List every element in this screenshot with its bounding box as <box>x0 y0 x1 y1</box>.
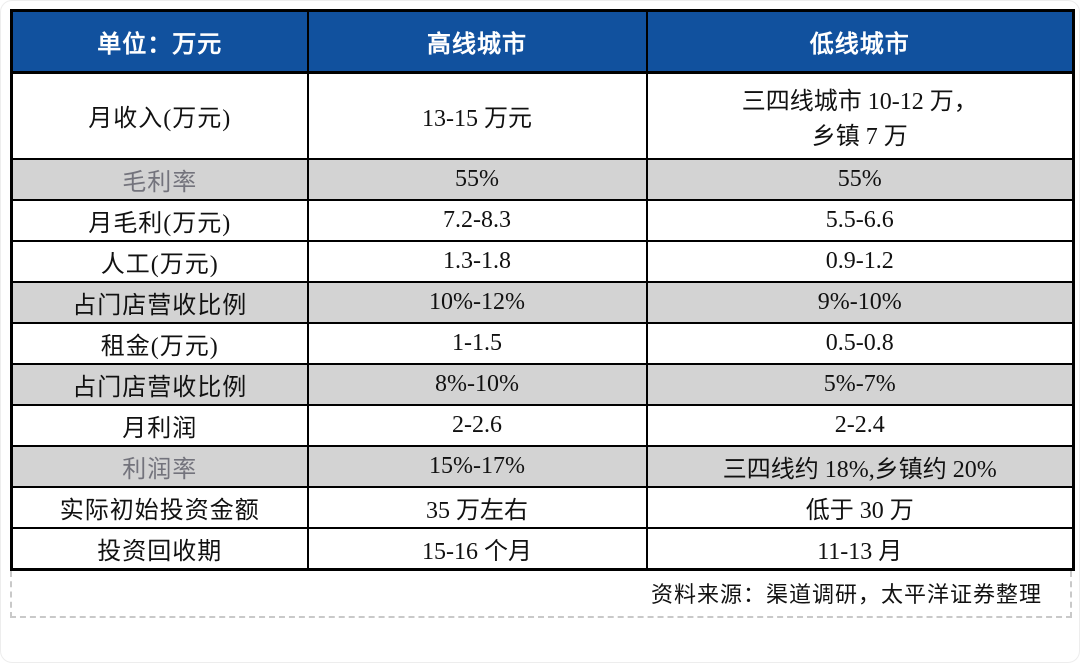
table-row-monthly-gross-profit: 月毛利(万元) 7.2-8.3 5.5-6.6 <box>10 198 1075 242</box>
table-row-rent-pct-of-revenue: 占门店营收比例 8%-10% 5%-7% <box>10 362 1075 406</box>
row-value-low-tier: 2-2.4 <box>645 403 1075 447</box>
row-label: 毛利率 <box>10 157 309 201</box>
row-value-low-tier: 5%-7% <box>645 362 1075 406</box>
table-row-initial-investment: 实际初始投资金额 35 万左右 低于 30 万 <box>10 485 1075 529</box>
table-row-labor-pct-of-revenue: 占门店营收比例 10%-12% 9%-10% <box>10 280 1075 324</box>
row-label: 实际初始投资金额 <box>10 485 309 529</box>
header-unit-label: 单位：万元 <box>10 9 309 74</box>
row-value-high-tier: 10%-12% <box>306 280 648 324</box>
row-label: 占门店营收比例 <box>10 362 309 406</box>
row-label: 人工(万元) <box>10 239 309 283</box>
row-value-low-tier: 9%-10% <box>645 280 1075 324</box>
table-row-payback-period: 投资回收期 15-16 个月 11-13 月 <box>10 526 1075 570</box>
row-value-low-tier: 低于 30 万 <box>645 485 1075 529</box>
row-value-low-tier: 5.5-6.6 <box>645 198 1075 242</box>
table-row-gross-margin: 毛利率 55% 55% <box>10 157 1075 201</box>
row-value-high-tier: 15%-17% <box>306 444 648 488</box>
source-note: 资料来源：渠道调研，太平洋证券整理 <box>650 582 1042 607</box>
row-value-high-tier: 2-2.6 <box>306 403 648 447</box>
row-value-high-tier: 1-1.5 <box>306 321 648 365</box>
table-row-monthly-revenue: 月收入(万元) 13-15 万元 三四线城市 10-12 万， 乡镇 7 万 <box>10 71 1075 160</box>
row-label: 月收入(万元) <box>10 71 309 160</box>
row-value-low-tier: 55% <box>645 157 1075 201</box>
row-value-high-tier: 15-16 个月 <box>306 526 648 570</box>
row-value-high-tier: 55% <box>306 157 648 201</box>
row-value-low-tier: 0.5-0.8 <box>645 321 1075 365</box>
source-note-row: 资料来源：渠道调研，太平洋证券整理 <box>10 570 1072 618</box>
row-label: 投资回收期 <box>10 526 309 570</box>
row-value-low-tier: 三四线城市 10-12 万， 乡镇 7 万 <box>645 71 1075 160</box>
table-row-labor-cost: 人工(万元) 1.3-1.8 0.9-1.2 <box>10 239 1075 283</box>
row-label: 月利润 <box>10 403 309 447</box>
row-value-high-tier: 1.3-1.8 <box>306 239 648 283</box>
row-value-high-tier: 13-15 万元 <box>306 71 648 160</box>
row-value-low-tier: 11-13 月 <box>645 526 1075 570</box>
store-economics-comparison-table: 单位：万元 高线城市 低线城市 月收入(万元) 13-15 万元 三四线城市 1… <box>10 9 1075 571</box>
table-header-row: 单位：万元 高线城市 低线城市 <box>10 9 1075 74</box>
header-high-tier-cities: 高线城市 <box>306 9 648 74</box>
row-value-high-tier: 35 万左右 <box>306 485 648 529</box>
row-value-high-tier: 7.2-8.3 <box>306 198 648 242</box>
table-row-monthly-profit: 月利润 2-2.6 2-2.4 <box>10 403 1075 447</box>
row-value-high-tier: 8%-10% <box>306 362 648 406</box>
table-row-rent-cost: 租金(万元) 1-1.5 0.5-0.8 <box>10 321 1075 365</box>
header-low-tier-cities: 低线城市 <box>645 9 1075 74</box>
row-label: 月毛利(万元) <box>10 198 309 242</box>
row-label: 利润率 <box>10 444 309 488</box>
row-label: 租金(万元) <box>10 321 309 365</box>
row-value-low-tier: 三四线约 18%,乡镇约 20% <box>645 444 1075 488</box>
row-label: 占门店营收比例 <box>10 280 309 324</box>
row-value-low-tier: 0.9-1.2 <box>645 239 1075 283</box>
table-row-profit-margin: 利润率 15%-17% 三四线约 18%,乡镇约 20% <box>10 444 1075 488</box>
